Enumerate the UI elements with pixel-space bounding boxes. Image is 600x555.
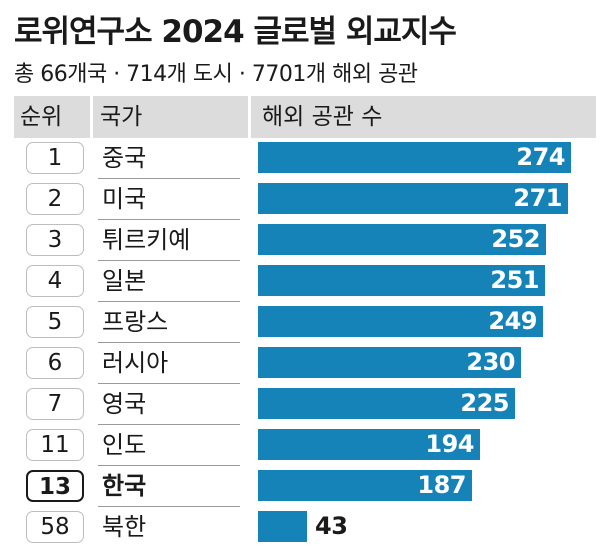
country-label: 중국 [102, 144, 147, 172]
country-label: 북한 [102, 513, 147, 541]
column-header-band [14, 96, 596, 138]
bar [258, 224, 546, 255]
data-label: 271 [513, 184, 562, 212]
bar [258, 183, 568, 214]
rank-label: 13 [26, 470, 84, 502]
row-divider [98, 342, 240, 343]
rank-label: 58 [26, 511, 84, 543]
rank-label: 2 [26, 183, 84, 215]
rank-label: 7 [26, 388, 84, 420]
bar [258, 388, 515, 419]
data-label: 43 [315, 512, 348, 540]
country-label: 인도 [102, 431, 147, 459]
row-divider [98, 383, 240, 384]
bar [258, 142, 571, 173]
bar [258, 511, 307, 542]
column-header-country: 국가 [100, 104, 143, 130]
country-label: 튀르키예 [102, 226, 191, 254]
row-divider [98, 301, 240, 302]
data-label: 251 [490, 266, 539, 294]
chart-title: 로위연구소 2024 글로벌 외교지수 [14, 14, 457, 50]
row-divider [98, 424, 240, 425]
bar [258, 306, 543, 337]
country-label: 미국 [102, 185, 147, 213]
bar [258, 470, 472, 501]
data-label: 187 [417, 471, 466, 499]
header-separator [248, 96, 251, 138]
rank-label: 1 [26, 142, 84, 174]
rank-label: 4 [26, 265, 84, 297]
data-label: 252 [491, 225, 540, 253]
header-separator [90, 96, 93, 138]
row-divider [98, 178, 240, 179]
data-label: 230 [466, 348, 515, 376]
data-label: 225 [460, 389, 509, 417]
rank-label: 6 [26, 347, 84, 379]
bar [258, 347, 521, 378]
chart-subtitle: 총 66개국 · 714개 도시 · 7701개 해외 공관 [14, 62, 418, 87]
data-label: 194 [425, 430, 474, 458]
country-label: 일본 [102, 267, 147, 295]
country-label: 영국 [102, 390, 147, 418]
country-label: 한국 [102, 472, 147, 500]
row-divider [98, 465, 240, 466]
data-label: 249 [488, 307, 537, 335]
row-divider [98, 260, 240, 261]
rank-label: 11 [26, 429, 84, 461]
bar [258, 429, 480, 460]
row-divider [98, 506, 240, 507]
rank-label: 5 [26, 306, 84, 338]
column-header-rank: 순위 [20, 104, 63, 130]
country-label: 프랑스 [102, 308, 169, 336]
rank-label: 3 [26, 224, 84, 256]
bar [258, 265, 545, 296]
country-label: 러시아 [102, 349, 169, 377]
column-header-value: 해외 공관 수 [262, 104, 383, 130]
data-label: 274 [516, 143, 565, 171]
row-divider [98, 219, 240, 220]
